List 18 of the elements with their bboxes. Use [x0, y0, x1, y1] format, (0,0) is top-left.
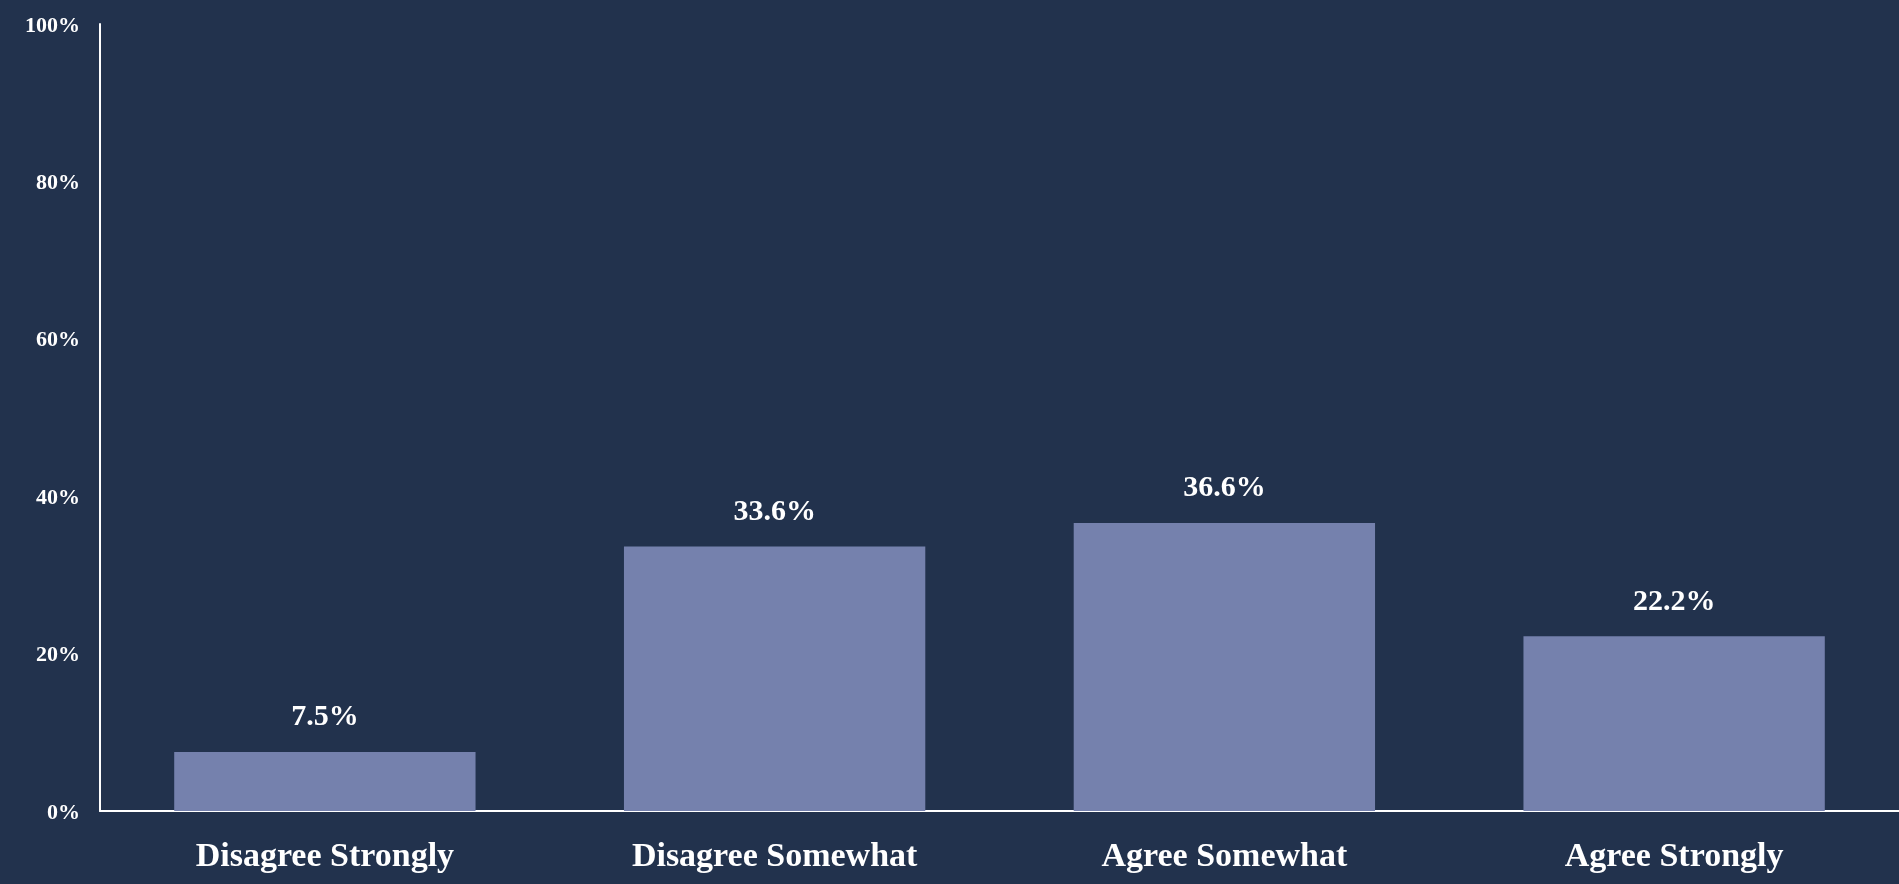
y-tick-label: 100%: [25, 11, 80, 37]
y-tick-label: 40%: [36, 483, 80, 509]
bar: [174, 751, 476, 811]
y-tick-label: 80%: [36, 168, 80, 194]
y-tick-label: 60%: [36, 326, 80, 352]
data-label: 7.5%: [291, 698, 359, 732]
bar: [1073, 522, 1376, 811]
bar: [623, 546, 926, 811]
x-tick-label: Disagree Strongly: [195, 835, 455, 873]
x-tick-label: Agree Strongly: [1564, 835, 1784, 873]
y-tick-label: 0%: [47, 798, 80, 824]
y-tick-label: 20%: [36, 641, 80, 667]
bar: [1523, 636, 1825, 811]
data-label: 22.2%: [1632, 582, 1716, 616]
data-label: 33.6%: [733, 493, 816, 527]
x-tick-label: Disagree Somewhat: [631, 835, 919, 873]
x-tick-label: Agree Somewhat: [1101, 835, 1348, 873]
data-label: 36.6%: [1183, 469, 1266, 503]
